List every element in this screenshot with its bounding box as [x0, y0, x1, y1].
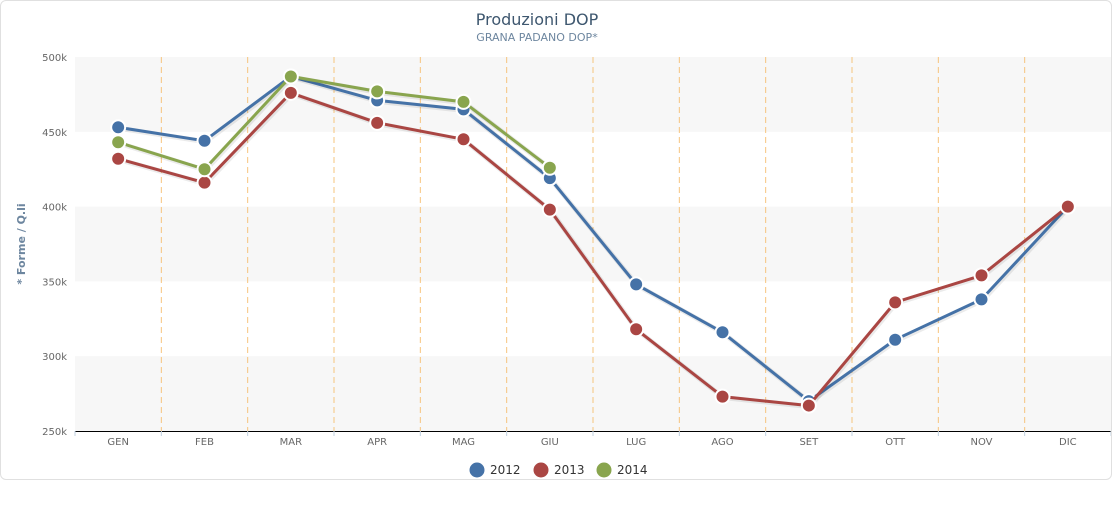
data-point[interactable]: [198, 162, 212, 176]
data-point[interactable]: [888, 295, 902, 309]
data-point[interactable]: [284, 86, 298, 100]
legend-label: 2014: [617, 463, 648, 477]
y-tick-label: 500k: [42, 53, 67, 64]
chart-subtitle: GRANA PADANO DOP*: [476, 31, 598, 44]
data-point[interactable]: [111, 152, 125, 166]
legend: 2012 2013 2014: [469, 462, 648, 478]
x-tick-label: GIU: [541, 437, 559, 448]
legend-label: 2013: [554, 463, 585, 477]
legend-marker: [533, 462, 549, 478]
data-point[interactable]: [716, 390, 730, 404]
x-tick-label: SET: [799, 437, 819, 448]
data-point[interactable]: [975, 268, 989, 282]
x-tick-label: APR: [367, 437, 387, 448]
y-tick-label: 450k: [42, 128, 67, 139]
y-tick-label: 300k: [42, 352, 67, 363]
data-point[interactable]: [543, 161, 557, 175]
data-point[interactable]: [111, 120, 125, 134]
x-tick-label: FEB: [195, 437, 214, 448]
x-tick-label: DIC: [1059, 437, 1077, 448]
data-point[interactable]: [457, 132, 471, 146]
legend-item-2014[interactable]: 2014: [596, 462, 648, 478]
data-point[interactable]: [457, 95, 471, 109]
x-tick-label: LUG: [626, 437, 646, 448]
data-point[interactable]: [888, 333, 902, 347]
x-axis: GEN FEB MAR APR MAG GIU LUG AGO SET OTT NOV DIC: [75, 431, 1111, 448]
x-tick-label: MAG: [452, 437, 475, 448]
data-point[interactable]: [198, 134, 212, 148]
data-point[interactable]: [543, 203, 557, 217]
x-tick-label: OTT: [885, 437, 906, 448]
x-tick-label: GEN: [107, 437, 129, 448]
data-point[interactable]: [716, 325, 730, 339]
legend-marker: [469, 462, 485, 478]
data-point[interactable]: [802, 399, 816, 413]
x-tick-label: NOV: [970, 437, 992, 448]
data-point[interactable]: [629, 277, 643, 291]
data-point[interactable]: [111, 135, 125, 149]
data-point[interactable]: [975, 292, 989, 306]
y-axis-title: * Forme / Q.li: [15, 203, 28, 284]
legend-item-2012[interactable]: 2012: [469, 462, 521, 478]
legend-item-2013[interactable]: 2013: [533, 462, 585, 478]
x-tick-label: MAR: [280, 437, 302, 448]
legend-marker: [596, 462, 612, 478]
data-point[interactable]: [198, 176, 212, 190]
y-tick-label: 350k: [42, 277, 67, 288]
data-point[interactable]: [1061, 200, 1075, 214]
legend-label: 2012: [490, 463, 521, 477]
data-point[interactable]: [370, 116, 384, 130]
x-tick-label: AGO: [711, 437, 733, 448]
data-point[interactable]: [370, 84, 384, 98]
chart-frame: 250k 300k 350k 400k 450k 500k GEN FEB MAR APR MAG…: [0, 0, 1112, 480]
y-tick-label: 400k: [42, 203, 67, 214]
data-point[interactable]: [284, 69, 298, 83]
chart-title: Produzioni DOP: [476, 10, 599, 29]
y-tick-label: 250k: [42, 427, 67, 438]
plot-bands: [75, 57, 1111, 431]
line-chart: 250k 300k 350k 400k 450k 500k GEN FEB MAR APR MAG…: [1, 1, 1111, 479]
y-axis: 250k 300k 350k 400k 450k 500k: [42, 53, 67, 438]
data-point[interactable]: [629, 322, 643, 336]
